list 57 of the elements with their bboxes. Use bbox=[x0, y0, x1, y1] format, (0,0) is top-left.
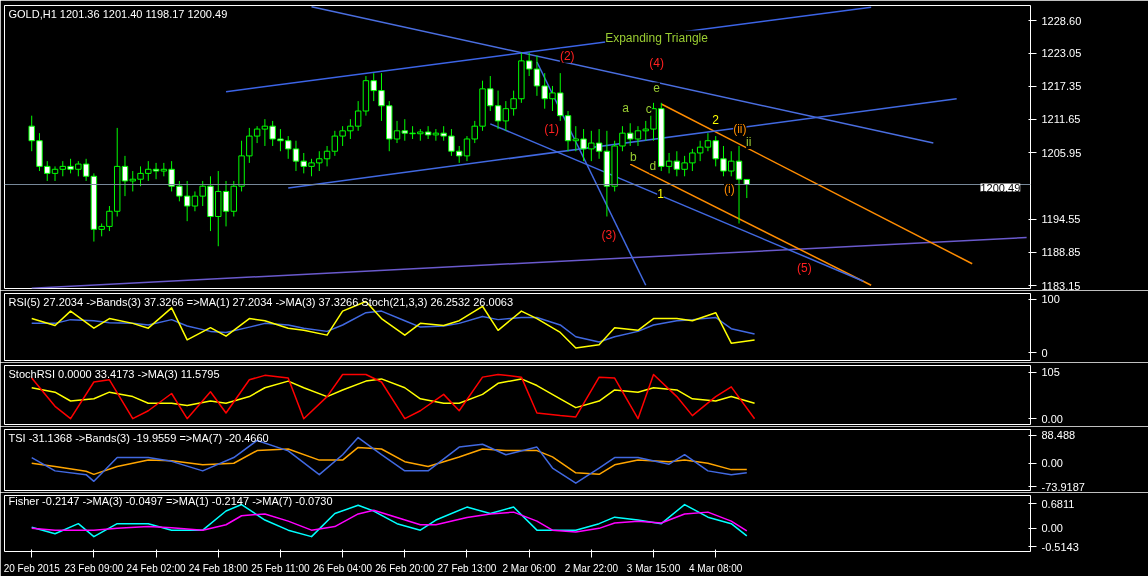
y-tick-label: 1223.05 bbox=[1041, 47, 1082, 60]
x-tick-label: 26 Feb 04:00 bbox=[313, 562, 373, 574]
y-tick-label: 1194.55 bbox=[1041, 213, 1081, 226]
y-tick-label: 1228.60 bbox=[1041, 14, 1082, 27]
y-tick-label: -73.9187 bbox=[1041, 480, 1085, 493]
y-tick-label: 0.00 bbox=[1041, 412, 1063, 425]
line-series bbox=[30, 436, 748, 484]
x-tick-label: 27 Feb 13:00 bbox=[437, 562, 497, 574]
annotation: Expanding Triangle bbox=[605, 30, 709, 45]
line-series bbox=[30, 446, 748, 476]
annotation: e bbox=[653, 80, 661, 95]
chart-title: Fisher -0.2147 ->MA(3) -0.0497 =>MA(1) -0.2147 ->MA(7) -0.0730 bbox=[8, 494, 333, 507]
x-tick-label: 24 Feb 02:00 bbox=[126, 562, 186, 574]
x-tick-label: 3 Mar 15:00 bbox=[626, 562, 681, 574]
annotation: (3) bbox=[601, 227, 617, 242]
line-series bbox=[30, 378, 756, 409]
y-tick-label: 0 bbox=[1041, 346, 1048, 359]
y-tick-label: 100 bbox=[1041, 293, 1060, 306]
x-tick-label: 24 Feb 18:00 bbox=[188, 562, 249, 574]
y-tick-label: 1188.85 bbox=[1041, 246, 1081, 259]
y-tick-label: 0.00 bbox=[1041, 457, 1063, 470]
y-tick-label: -0.5143 bbox=[1041, 540, 1079, 553]
y-tick-label: 0.00 bbox=[1041, 522, 1063, 535]
annotation: ii bbox=[746, 134, 752, 149]
annotation: (5) bbox=[796, 261, 812, 276]
annotation: c bbox=[645, 101, 652, 116]
line-series bbox=[30, 509, 748, 533]
line-series bbox=[30, 310, 756, 343]
x-tick-label: 23 Feb 09:00 bbox=[64, 562, 124, 574]
annotation: (4) bbox=[649, 55, 664, 70]
chart-title: StochRSI 0.0000 33.4173 ->MA(3) 11.5795 bbox=[8, 367, 220, 380]
annotation: 1 bbox=[657, 186, 665, 201]
annotation: (2) bbox=[559, 48, 575, 63]
annotation: 2 bbox=[712, 113, 720, 128]
y-tick-label: 0.6811 bbox=[1041, 497, 1075, 510]
annotation: (1) bbox=[544, 122, 560, 137]
annotation: d bbox=[649, 159, 657, 174]
annotation: a bbox=[622, 101, 630, 116]
chart-title: GOLD,H1 1201.36 1201.40 1198.17 1200.49 bbox=[8, 7, 228, 20]
y-tick-label: 105 bbox=[1041, 366, 1060, 379]
x-tick-label: 2 Mar 06:00 bbox=[502, 562, 557, 574]
ref-line-label: 1200.49 bbox=[980, 181, 1021, 194]
y-tick-label: 88.488 bbox=[1041, 429, 1076, 442]
x-tick-label: 2 Mar 22:00 bbox=[564, 562, 619, 574]
x-tick-label: 25 Feb 11:00 bbox=[251, 562, 310, 574]
x-tick-label: 4 Mar 08:00 bbox=[689, 562, 743, 574]
chart-title: RSI(5) 27.2034 ->Bands(3) 37.3266 =>MA(1) 27.2034 ->MA(3) 37.3266 Stoch(21,3,3) 26.2532 26.0063 bbox=[8, 295, 513, 308]
x-tick-label: 26 Feb 20:00 bbox=[375, 562, 435, 574]
annotation: b bbox=[629, 150, 637, 165]
annotation: (i) bbox=[723, 182, 735, 197]
x-tick-label: 20 Feb 2015 bbox=[3, 562, 61, 574]
y-tick-label: 1217.35 bbox=[1041, 80, 1082, 93]
chart-title: TSI -31.1368 ->Bands(3) -19.9559 =>MA(7) -20.4660 bbox=[8, 431, 269, 444]
y-tick-label: 1205.95 bbox=[1041, 146, 1082, 159]
y-tick-label: 1211.65 bbox=[1041, 113, 1081, 126]
annotation: (ii) bbox=[733, 122, 747, 137]
y-tick-label: 1183.15 bbox=[1041, 279, 1081, 292]
